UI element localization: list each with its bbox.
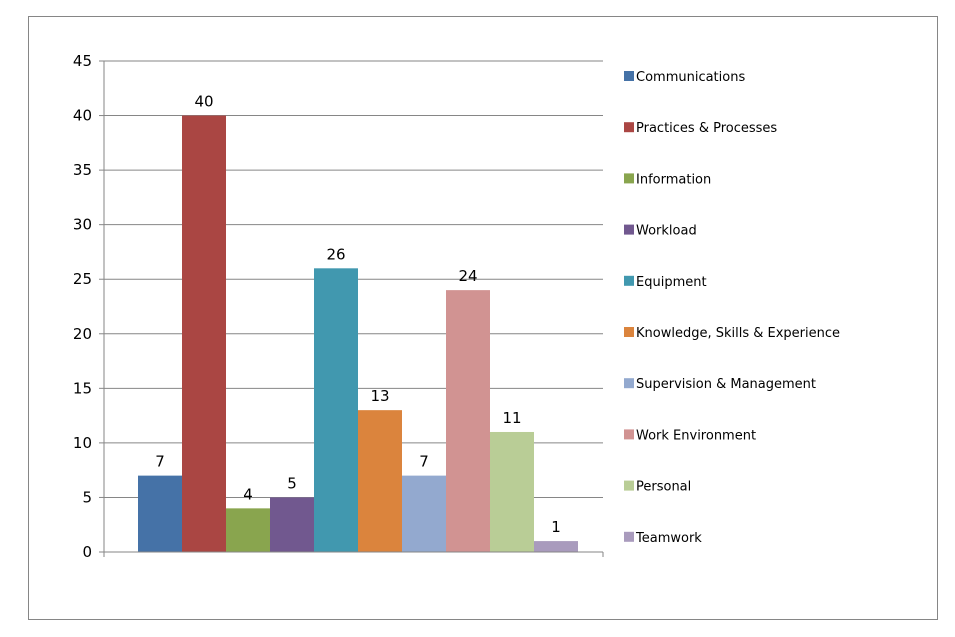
legend-label: Supervision & Management [636,377,816,392]
data-label: 26 [326,245,345,263]
data-label: 7 [419,453,429,471]
y-tick-label: 40 [73,107,92,125]
chart-area: 0 5 10 15 20 25 30 35 40 45 7 40 4 5 26 13 7 24 11 1 Commu… [28,16,938,620]
y-tick-label: 10 [73,434,92,452]
data-label: 13 [370,387,389,405]
y-tick-label: 0 [82,543,92,561]
legend-swatch [624,480,634,491]
legend-swatch [624,531,634,542]
bars [138,115,578,553]
legend-swatch [624,224,634,235]
bar-knowledge-skills-experience [358,410,402,552]
bar-communications [138,475,182,552]
legend-label: Personal [636,480,691,495]
y-tick-label: 45 [73,52,92,70]
y-tick-labels: 0 5 10 15 20 25 30 35 40 45 [73,52,92,561]
legend-swatch [624,122,634,133]
legend-label: Knowledge, Skills & Experience [636,326,840,341]
data-label: 7 [155,453,165,471]
legend-label: Practices & Processes [636,121,777,136]
bar-workload [270,497,314,552]
legend: Communications Practices & Processes Infor… [624,70,840,546]
legend-label: Information [636,172,711,187]
legend-swatch [624,173,634,184]
bar-personal [490,431,534,552]
bar-equipment [314,268,358,552]
y-tick-label: 25 [73,270,92,288]
axes [99,60,604,557]
legend-label: Teamwork [635,531,702,546]
data-label: 1 [551,518,561,536]
y-tick-label: 5 [82,488,92,506]
legend-swatch [624,71,634,81]
data-label: 4 [243,485,253,503]
y-tick-label: 15 [73,379,92,397]
y-tick-label: 20 [73,325,92,343]
legend-swatch [624,275,634,286]
bar-information [226,508,270,552]
legend-swatch [624,327,634,337]
data-label: 11 [502,409,521,427]
bar-supervision-management [402,475,446,552]
y-tick-label: 30 [73,216,92,234]
data-label: 24 [458,267,477,285]
legend-label: Communications [636,70,745,85]
legend-label: Equipment [636,275,707,290]
y-tick-label: 35 [73,161,92,179]
legend-swatch [624,429,634,440]
legend-label: Work Environment [636,428,756,443]
bar-teamwork [534,541,578,552]
legend-swatch [624,378,634,389]
data-label: 40 [194,93,213,111]
legend-label: Workload [636,224,697,239]
bar-work-environment [446,290,490,552]
bar-practices-processes [182,115,226,553]
data-label: 5 [287,474,297,492]
